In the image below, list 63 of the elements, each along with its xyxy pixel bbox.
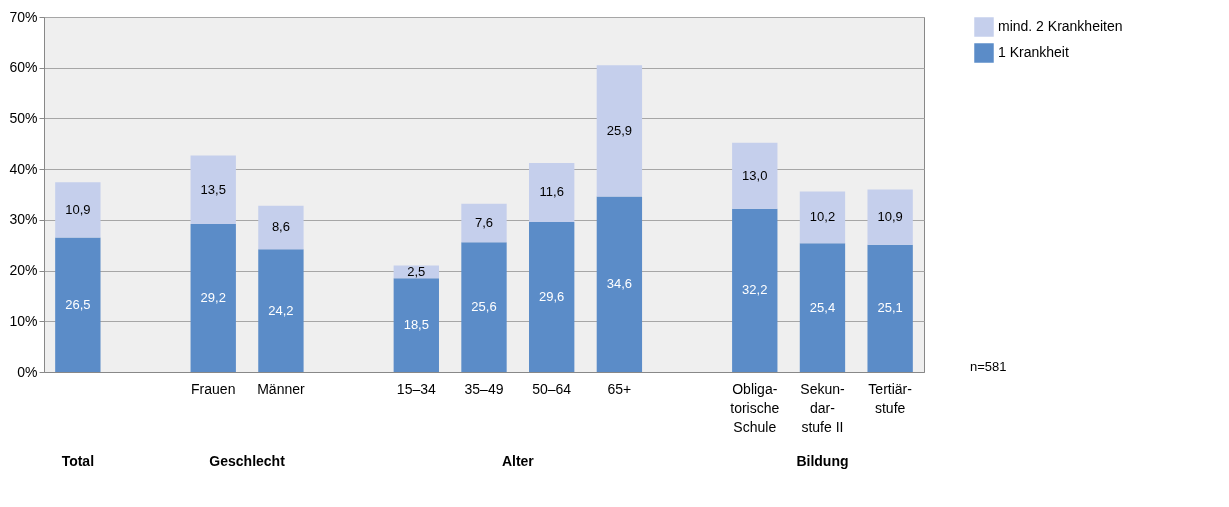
bar xyxy=(190,223,236,372)
data-label: 29,6 xyxy=(539,288,565,304)
data-label: 10,9 xyxy=(65,201,91,217)
bar xyxy=(867,189,913,245)
x-tick-label: 65+ xyxy=(607,380,632,397)
data-label: 25,1 xyxy=(877,300,903,316)
bar xyxy=(55,182,101,238)
data-label: 18,5 xyxy=(403,317,429,333)
data-label: 25,9 xyxy=(606,122,633,138)
text: Total xyxy=(61,453,95,469)
data-label: 13,0 xyxy=(742,167,768,183)
bar xyxy=(529,221,575,372)
y-tick-label: 30% xyxy=(9,211,38,228)
y-tick-label: 40% xyxy=(9,160,38,177)
y-tick-label: 50% xyxy=(9,109,38,126)
x-tick-label: 35–49 xyxy=(464,380,504,397)
data-label: 11,6 xyxy=(539,184,564,200)
bar xyxy=(596,196,643,372)
x-tick-label: Tertiär- stufe xyxy=(868,380,913,416)
text: Geschlecht xyxy=(209,453,286,469)
y-tick-label: 60% xyxy=(9,59,38,76)
data-label: 13,5 xyxy=(200,181,226,197)
bar xyxy=(799,191,846,244)
bar xyxy=(596,65,643,197)
x-tick-label: Obliga- torische Schule xyxy=(730,380,780,435)
bar xyxy=(55,237,101,372)
bar xyxy=(867,244,913,372)
text: Bildung xyxy=(796,453,849,469)
y-tick-label: 0% xyxy=(17,363,38,380)
data-label: 10,2 xyxy=(809,209,836,225)
y-tick-label: 10% xyxy=(9,312,38,329)
x-tick-label: Frauen xyxy=(191,380,236,397)
data-label: 8,6 xyxy=(271,219,290,235)
bar xyxy=(461,203,507,243)
bar xyxy=(529,163,575,222)
bar xyxy=(732,142,778,209)
data-label: 29,2 xyxy=(200,289,226,305)
bar xyxy=(393,278,439,372)
legend-label: mind. 2 Krankheiten xyxy=(998,18,1123,34)
text: Alter xyxy=(501,453,535,469)
data-label: 34,6 xyxy=(606,276,633,292)
x-tick-label: Sekun- dar- stufe II xyxy=(800,380,845,435)
data-label: 25,4 xyxy=(809,299,836,315)
x-tick-label: Männer xyxy=(257,380,305,397)
legend-label: 1 Krankheit xyxy=(998,44,1069,60)
y-tick-label: 20% xyxy=(9,262,38,279)
bar xyxy=(258,249,304,372)
bar xyxy=(732,208,778,372)
data-label: 24,2 xyxy=(268,302,294,318)
bar xyxy=(258,205,304,250)
data-label: 25,6 xyxy=(471,299,497,315)
data-label: 32,2 xyxy=(742,282,768,298)
data-label: 26,5 xyxy=(65,296,91,312)
bar xyxy=(461,242,507,372)
data-label: 2,5 xyxy=(407,263,426,279)
x-tick-label: 50–64 xyxy=(532,380,572,397)
x-tick-label: 15–34 xyxy=(396,380,436,397)
bar xyxy=(799,243,846,372)
y-tick-label: 70% xyxy=(9,8,38,25)
text: n=581 xyxy=(970,359,1007,374)
bar xyxy=(190,155,236,224)
data-label: 10,9 xyxy=(877,209,903,225)
data-label: 7,6 xyxy=(474,214,494,230)
